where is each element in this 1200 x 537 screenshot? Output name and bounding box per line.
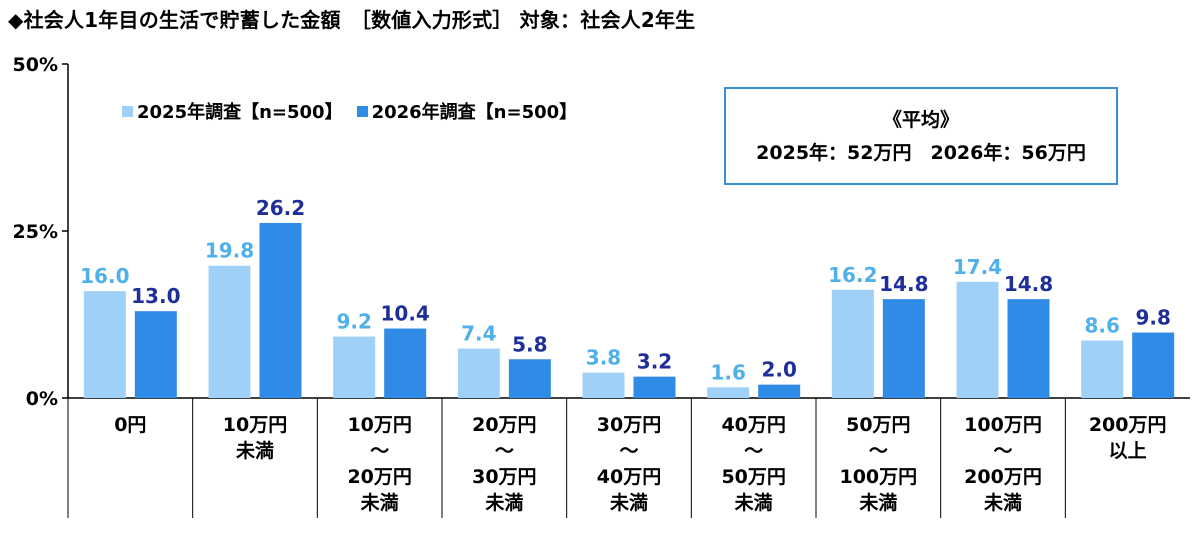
category-label: 100万円 [839, 466, 917, 488]
data-label-2026: 14.8 [1004, 272, 1053, 296]
bar-2026 [508, 359, 551, 398]
bar-2025 [333, 336, 376, 398]
chart-title: ◆社会人1年目の生活で貯蓄した金額 ［数値入力形式］ 対象：社会人2年生 [8, 8, 696, 32]
category-label: 30万円 [472, 466, 536, 488]
data-label-2025: 7.4 [461, 322, 496, 346]
category-label: 30万円 [597, 414, 661, 436]
average-text: 2025年：52万円 2026年：56万円 [756, 142, 1086, 164]
bar-2025 [956, 281, 999, 398]
legend-label-2025: 2025年調査【n=500】 [137, 102, 343, 123]
category-label: 10万円 [347, 414, 411, 436]
bar-2025 [1081, 340, 1124, 398]
category-label: 50万円 [721, 466, 785, 488]
category-label: ～ [619, 440, 638, 462]
category-label: 未満 [235, 439, 274, 462]
data-label-2026: 13.0 [131, 284, 180, 308]
legend-item-2026: 2026年調査【n=500】 [356, 98, 578, 124]
category-label: 20万円 [472, 414, 536, 436]
bar-2025 [707, 387, 750, 398]
category-label: 未満 [734, 491, 773, 514]
legend-item-2025: 2025年調査【n=500】 [122, 98, 343, 124]
category-label: 0円 [114, 414, 146, 436]
category-label: 40万円 [721, 414, 785, 436]
category-label: ～ [370, 440, 389, 462]
category-label: 未満 [484, 491, 523, 514]
data-label-2025: 8.6 [1084, 314, 1119, 338]
category-label: 50万円 [846, 414, 910, 436]
category-label: ～ [744, 440, 763, 462]
category-label: 以上 [1109, 440, 1147, 462]
y-tick-label: 25% [13, 221, 58, 243]
category-label: ～ [869, 440, 888, 462]
legend-swatch-2025 [122, 105, 133, 117]
legend-label-2026: 2026年調査【n=500】 [371, 102, 578, 123]
category-label: 未満 [983, 491, 1022, 514]
category-label: 未満 [609, 491, 648, 514]
average-heading: 《平均》 [882, 109, 959, 131]
data-label-2025: 16.2 [828, 263, 877, 287]
bar-2025 [831, 289, 874, 398]
y-tick-label: 0% [26, 388, 58, 410]
data-label-2025: 17.4 [953, 255, 1002, 279]
bar-2026 [882, 299, 925, 398]
bar-2026 [384, 328, 427, 398]
category-label: 未満 [858, 491, 897, 514]
bar-2026 [259, 222, 302, 398]
bar-2025 [83, 291, 126, 398]
bar-2026 [758, 384, 801, 398]
bar-2026 [134, 311, 177, 398]
y-tick-label: 50% [13, 54, 58, 76]
average-box: 《平均》 2025年：52万円 2026年：56万円 [724, 87, 1118, 185]
bar-2025 [582, 372, 625, 398]
category-label: ～ [993, 440, 1012, 462]
data-label-2026: 10.4 [380, 302, 429, 326]
category-label: 100万円 [964, 414, 1042, 436]
bar-2026 [1132, 332, 1175, 398]
data-label-2026: 3.2 [637, 350, 672, 374]
category-label: 40万円 [597, 466, 661, 488]
bar-2025 [208, 265, 251, 398]
category-label: 200万円 [964, 466, 1042, 488]
data-label-2026: 14.8 [879, 272, 928, 296]
bar-2025 [457, 348, 500, 398]
bar-2026 [633, 376, 676, 398]
data-label-2025: 16.0 [80, 264, 129, 288]
bar-2026 [1007, 299, 1050, 398]
data-label-2026: 26.2 [256, 196, 305, 220]
legend-swatch-2026 [356, 105, 368, 117]
data-label-2025: 3.8 [586, 346, 621, 370]
data-label-2026: 9.8 [1135, 306, 1170, 330]
data-label-2026: 5.8 [512, 332, 547, 356]
category-label: 200万円 [1089, 414, 1167, 436]
category-label: ～ [495, 440, 514, 462]
category-label: 20万円 [347, 466, 411, 488]
category-label: 10万円 [223, 414, 287, 436]
data-label-2025: 1.6 [710, 360, 745, 384]
data-label-2026: 2.0 [761, 358, 796, 382]
category-label: 未満 [360, 491, 399, 514]
data-label-2025: 9.2 [336, 310, 371, 334]
data-label-2025: 19.8 [205, 239, 254, 263]
legend: 2025年調査【n=500】 2026年調査【n=500】 [122, 98, 591, 124]
